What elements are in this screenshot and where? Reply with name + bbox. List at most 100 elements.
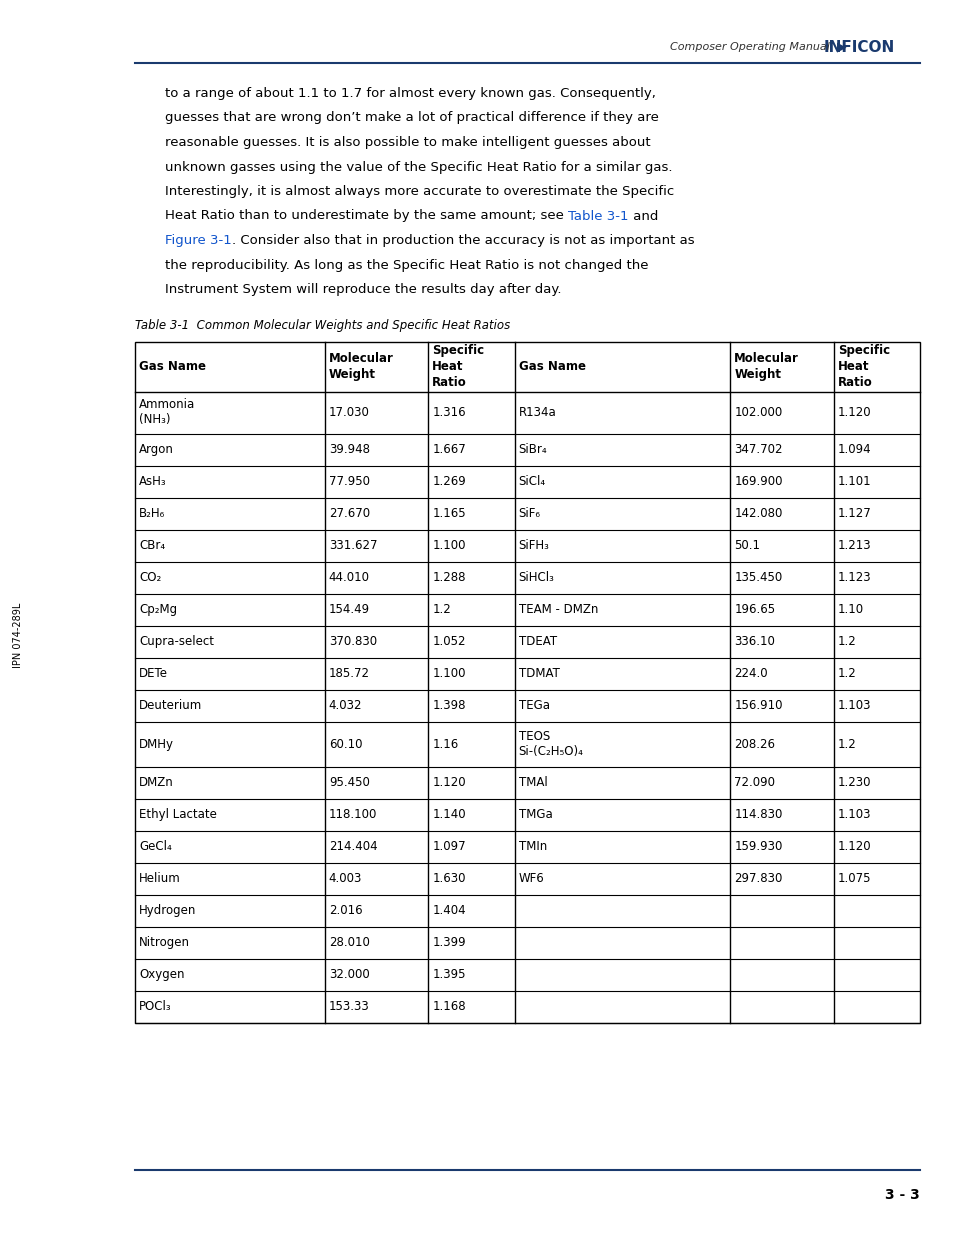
- Text: Helium: Helium: [139, 872, 180, 885]
- Text: 1.075: 1.075: [837, 872, 870, 885]
- Text: 1.316: 1.316: [432, 406, 465, 419]
- Text: Ammonia
(NH₃): Ammonia (NH₃): [139, 399, 195, 426]
- Text: 1.630: 1.630: [432, 872, 465, 885]
- Text: Argon: Argon: [139, 443, 173, 456]
- Text: 1.269: 1.269: [432, 475, 466, 488]
- Text: SiFH₃: SiFH₃: [518, 538, 549, 552]
- Text: 2.016: 2.016: [329, 904, 362, 918]
- Text: DMHy: DMHy: [139, 737, 173, 751]
- Text: 44.010: 44.010: [329, 571, 370, 584]
- Text: 1.398: 1.398: [432, 699, 465, 713]
- Text: 1.2: 1.2: [837, 737, 856, 751]
- Text: guesses that are wrong don’t make a lot of practical difference if they are: guesses that are wrong don’t make a lot …: [165, 111, 659, 125]
- Text: 32.000: 32.000: [329, 968, 369, 981]
- Text: WF6: WF6: [518, 872, 544, 885]
- Text: 60.10: 60.10: [329, 737, 362, 751]
- Text: 1.103: 1.103: [837, 699, 870, 713]
- Text: POCl₃: POCl₃: [139, 1000, 172, 1013]
- Text: 50.1: 50.1: [734, 538, 760, 552]
- Text: 156.910: 156.910: [734, 699, 781, 713]
- Text: 1.100: 1.100: [432, 538, 465, 552]
- Text: 153.33: 153.33: [329, 1000, 369, 1013]
- Text: unknown gasses using the value of the Specific Heat Ratio for a similar gas.: unknown gasses using the value of the Sp…: [165, 161, 672, 173]
- Text: 1.213: 1.213: [837, 538, 870, 552]
- Text: 1.127: 1.127: [837, 508, 871, 520]
- Text: R134a: R134a: [518, 406, 556, 419]
- Text: Molecular
Weight: Molecular Weight: [329, 352, 394, 382]
- Text: TMIn: TMIn: [518, 840, 546, 853]
- Text: Instrument System will reproduce the results day after day.: Instrument System will reproduce the res…: [165, 283, 561, 296]
- Text: Molecular
Weight: Molecular Weight: [734, 352, 799, 382]
- Text: 1.2: 1.2: [432, 603, 451, 616]
- Text: 1.100: 1.100: [432, 667, 465, 680]
- Text: 1.404: 1.404: [432, 904, 465, 918]
- Text: 77.950: 77.950: [329, 475, 370, 488]
- Text: 297.830: 297.830: [734, 872, 781, 885]
- Text: . Consider also that in production the accuracy is not as important as: . Consider also that in production the a…: [232, 233, 694, 247]
- Text: 185.72: 185.72: [329, 667, 370, 680]
- Text: Gas Name: Gas Name: [139, 359, 206, 373]
- Text: 1.097: 1.097: [432, 840, 465, 853]
- Text: Interestingly, it is almost always more accurate to overestimate the Specific: Interestingly, it is almost always more …: [165, 185, 674, 198]
- Text: 1.165: 1.165: [432, 508, 465, 520]
- Text: 142.080: 142.080: [734, 508, 781, 520]
- Text: 27.670: 27.670: [329, 508, 370, 520]
- Text: TDMAT: TDMAT: [518, 667, 558, 680]
- Text: 102.000: 102.000: [734, 406, 781, 419]
- Text: B₂H₆: B₂H₆: [139, 508, 165, 520]
- Text: 1.2: 1.2: [837, 635, 856, 648]
- Text: 4.032: 4.032: [329, 699, 362, 713]
- Text: to a range of about 1.1 to 1.7 for almost every known gas. Consequently,: to a range of about 1.1 to 1.7 for almos…: [165, 86, 656, 100]
- Text: CBr₄: CBr₄: [139, 538, 165, 552]
- Text: 370.830: 370.830: [329, 635, 376, 648]
- Text: Hydrogen: Hydrogen: [139, 904, 196, 918]
- Text: 331.627: 331.627: [329, 538, 376, 552]
- Text: 336.10: 336.10: [734, 635, 774, 648]
- Text: 1.168: 1.168: [432, 1000, 465, 1013]
- Text: 1.16: 1.16: [432, 737, 458, 751]
- Text: 196.65: 196.65: [734, 603, 775, 616]
- Text: 214.404: 214.404: [329, 840, 377, 853]
- Text: 1.667: 1.667: [432, 443, 466, 456]
- Text: 28.010: 28.010: [329, 936, 369, 948]
- Text: TDEAT: TDEAT: [518, 635, 557, 648]
- Text: 1.399: 1.399: [432, 936, 465, 948]
- Text: 1.120: 1.120: [432, 776, 465, 789]
- Bar: [135, 342, 919, 1023]
- Text: SiCl₄: SiCl₄: [518, 475, 545, 488]
- Text: 118.100: 118.100: [329, 808, 376, 821]
- Text: 95.450: 95.450: [329, 776, 369, 789]
- Text: Composer Operating Manual: Composer Operating Manual: [669, 42, 829, 52]
- Text: AsH₃: AsH₃: [139, 475, 167, 488]
- Text: 208.26: 208.26: [734, 737, 775, 751]
- Text: 1.052: 1.052: [432, 635, 465, 648]
- Text: 159.930: 159.930: [734, 840, 781, 853]
- Text: CO₂: CO₂: [139, 571, 161, 584]
- Text: TMGa: TMGa: [518, 808, 552, 821]
- Text: DETe: DETe: [139, 667, 168, 680]
- Text: Table 3-1: Table 3-1: [568, 210, 628, 222]
- Text: Heat Ratio than to underestimate by the same amount; see: Heat Ratio than to underestimate by the …: [165, 210, 568, 222]
- Text: 347.702: 347.702: [734, 443, 781, 456]
- Text: 1.101: 1.101: [837, 475, 870, 488]
- Text: 3 - 3: 3 - 3: [884, 1188, 919, 1202]
- Text: Specific
Heat
Ratio: Specific Heat Ratio: [837, 345, 889, 389]
- Text: 1.120: 1.120: [837, 406, 870, 419]
- Text: 1.395: 1.395: [432, 968, 465, 981]
- Text: 1.140: 1.140: [432, 808, 465, 821]
- Text: Nitrogen: Nitrogen: [139, 936, 190, 948]
- Text: 224.0: 224.0: [734, 667, 767, 680]
- Text: 154.49: 154.49: [329, 603, 370, 616]
- Text: reasonable guesses. It is also possible to make intelligent guesses about: reasonable guesses. It is also possible …: [165, 136, 650, 149]
- Text: Table 3-1  Common Molecular Weights and Specific Heat Ratios: Table 3-1 Common Molecular Weights and S…: [135, 320, 510, 332]
- Text: GeCl₄: GeCl₄: [139, 840, 172, 853]
- Text: TEGa: TEGa: [518, 699, 549, 713]
- Text: 1.2: 1.2: [837, 667, 856, 680]
- Text: 114.830: 114.830: [734, 808, 781, 821]
- Text: Cp₂Mg: Cp₂Mg: [139, 603, 177, 616]
- Text: ▶: ▶: [836, 41, 845, 53]
- Text: the reproducibility. As long as the Specific Heat Ratio is not changed the: the reproducibility. As long as the Spec…: [165, 258, 648, 272]
- Text: Oxygen: Oxygen: [139, 968, 184, 981]
- Text: Ethyl Lactate: Ethyl Lactate: [139, 808, 216, 821]
- Text: 135.450: 135.450: [734, 571, 781, 584]
